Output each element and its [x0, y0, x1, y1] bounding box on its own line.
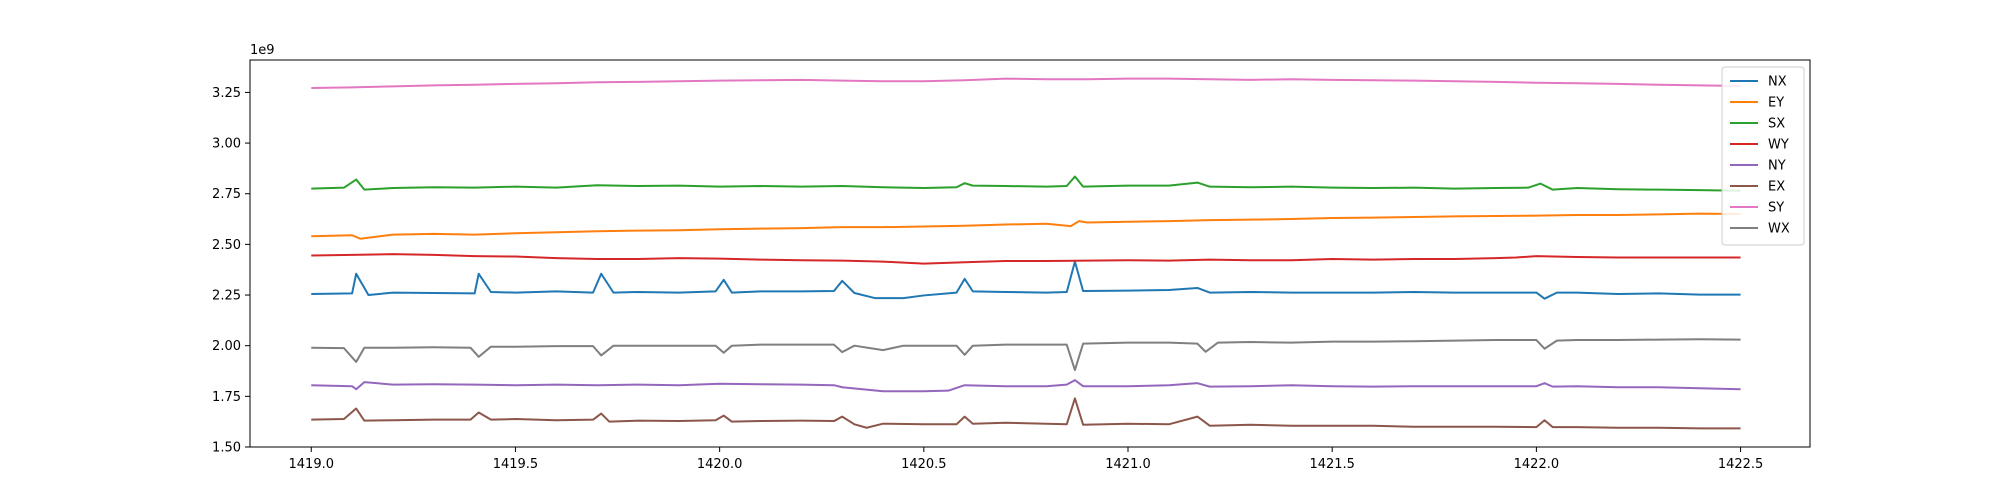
legend-label-ey: EY — [1768, 96, 1784, 111]
series-line-wx — [311, 338, 1741, 372]
series-line-sy — [311, 77, 1741, 89]
legend-label-sy: SY — [1768, 201, 1784, 216]
y-tick-label: 1.50 — [212, 441, 241, 456]
series-line-ex — [311, 397, 1741, 430]
y-tick-label: 2.00 — [212, 339, 241, 354]
legend-label-wy: WY — [1768, 138, 1789, 153]
series-line-nx — [311, 260, 1741, 300]
x-tick-label: 1419.0 — [289, 457, 335, 472]
x-tick-label: 1421.5 — [1309, 457, 1355, 472]
y-tick-label: 1.75 — [212, 390, 241, 405]
legend-label-ny: NY — [1768, 159, 1786, 174]
plot-frame — [249, 59, 1811, 448]
series-line-wy — [311, 253, 1741, 265]
series-line-sx — [311, 175, 1741, 192]
x-tick-label: 1421.0 — [1105, 457, 1151, 472]
x-tick-label: 1420.0 — [697, 457, 743, 472]
axes-layer: 1419.0 1419.5 1420.0 1420.5 1421.0 1421.5 1422… — [212, 59, 1811, 472]
y-tick-label: 3.00 — [212, 137, 241, 152]
legend-label-ex: EX — [1768, 180, 1785, 195]
y-axis-offset-text: 1e9 — [250, 43, 275, 58]
series-line-ny — [311, 379, 1741, 393]
legend-label-nx: NX — [1768, 75, 1787, 90]
y-tick-label: 2.25 — [212, 289, 241, 304]
x-tick-label: 1419.5 — [493, 457, 539, 472]
y-tick-label: 2.75 — [212, 187, 241, 202]
legend-box — [1721, 66, 1805, 246]
legend-label-wx: WX — [1768, 222, 1790, 237]
legend: NX EY SX WY NY EX SY WX — [1721, 66, 1805, 246]
legend-label-sx: SX — [1768, 117, 1785, 132]
y-tick-label: 2.50 — [212, 238, 241, 253]
x-tick-label: 1422.5 — [1718, 457, 1764, 472]
series-layer — [311, 77, 1741, 430]
y-tick-label: 3.25 — [212, 86, 241, 101]
x-tick-label: 1422.0 — [1514, 457, 1560, 472]
x-tick-label: 1420.5 — [901, 457, 947, 472]
series-line-ey — [311, 212, 1741, 240]
